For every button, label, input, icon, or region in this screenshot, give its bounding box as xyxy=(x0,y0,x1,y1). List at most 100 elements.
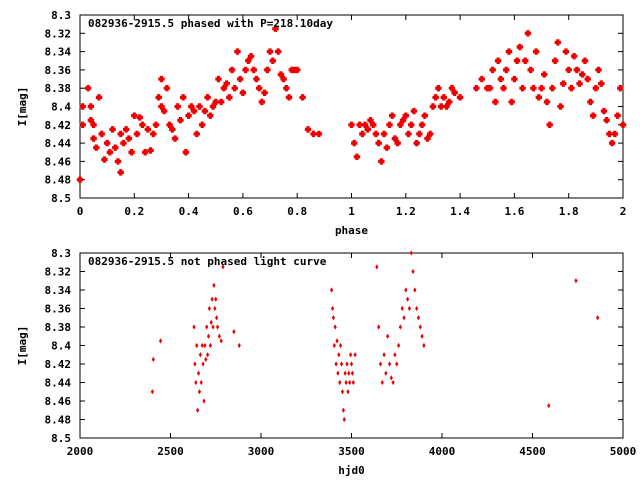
data-point xyxy=(84,85,92,92)
data-point xyxy=(359,130,366,138)
data-point xyxy=(592,85,600,92)
x-tick-label: 4500 xyxy=(519,445,546,458)
data-point xyxy=(90,121,97,128)
unphased-light-curve-plot: 2000 2500 3000 3500 4000 4500 5000 8.3 8.32 8.34 8… xyxy=(16,247,636,477)
data-point xyxy=(402,112,409,119)
data-point xyxy=(522,57,529,64)
data-point xyxy=(280,75,287,83)
data-point xyxy=(389,375,393,381)
data-point xyxy=(160,107,168,115)
data-point xyxy=(150,130,157,138)
data-point xyxy=(79,121,86,128)
data-point xyxy=(418,324,422,330)
plot-frame xyxy=(79,252,624,439)
data-point xyxy=(182,149,190,156)
data-point xyxy=(587,98,594,106)
data-point xyxy=(596,315,600,321)
data-point xyxy=(538,85,545,92)
data-point xyxy=(551,57,559,64)
data-point xyxy=(114,158,122,165)
data-point xyxy=(215,324,220,330)
data-point xyxy=(372,130,380,138)
data-point xyxy=(258,98,266,106)
data-point xyxy=(261,89,268,96)
data-point xyxy=(549,85,556,92)
data-point xyxy=(194,379,198,386)
data-point xyxy=(232,329,236,335)
y-tick-label: 8.5 xyxy=(51,432,71,445)
data-point xyxy=(213,305,217,312)
data-point xyxy=(158,75,165,83)
data-point xyxy=(413,287,417,293)
data-point xyxy=(473,85,480,92)
data-point xyxy=(384,370,388,376)
x-tick-label: 0 xyxy=(77,205,84,218)
y-tick-label: 8.32 xyxy=(45,27,72,40)
data-point xyxy=(128,149,135,156)
chart-title: 082936-2915.5 not phased light curve xyxy=(88,255,327,268)
data-point xyxy=(199,379,203,386)
data-point xyxy=(147,147,154,154)
y-tick-label: 8.34 xyxy=(45,46,72,59)
data-point xyxy=(619,121,627,128)
data-point xyxy=(492,98,499,106)
data-point xyxy=(380,130,388,138)
data-point xyxy=(351,379,355,386)
data-point xyxy=(410,107,418,115)
data-point xyxy=(405,130,412,138)
data-point xyxy=(339,342,343,349)
x-tick-label: 1.6 xyxy=(504,205,524,218)
y-tick-label: 8.44 xyxy=(45,377,72,390)
data-point xyxy=(264,66,271,74)
data-point xyxy=(396,342,401,349)
data-point xyxy=(416,130,423,138)
data-point xyxy=(543,98,551,106)
y-tick-label: 8.46 xyxy=(45,395,72,408)
data-point xyxy=(203,342,207,349)
data-point xyxy=(408,121,415,128)
data-point xyxy=(120,139,127,147)
data-point xyxy=(236,75,244,83)
data-point xyxy=(535,94,543,101)
x-tick-label: 1.8 xyxy=(559,205,579,218)
data-point xyxy=(343,370,347,376)
data-point xyxy=(333,324,337,330)
data-point xyxy=(375,264,379,270)
data-point xyxy=(364,126,371,133)
x-tick-label: 3000 xyxy=(248,445,275,458)
data-point xyxy=(568,85,575,92)
data-point xyxy=(603,117,610,124)
y-tick-label: 8.38 xyxy=(45,321,72,334)
data-point xyxy=(136,114,143,121)
data-point xyxy=(195,342,199,349)
data-point xyxy=(375,139,382,147)
data-point xyxy=(266,48,274,55)
data-point xyxy=(341,407,345,413)
data-point xyxy=(391,379,395,386)
data-point xyxy=(330,305,335,312)
data-point xyxy=(418,121,426,128)
data-point xyxy=(163,85,171,92)
data-point xyxy=(193,130,200,138)
data-point xyxy=(508,98,515,106)
data-point xyxy=(389,112,396,119)
data-point xyxy=(198,121,206,128)
data-point xyxy=(584,75,591,83)
data-point xyxy=(208,342,212,349)
data-point xyxy=(239,89,247,96)
data-point xyxy=(310,130,317,138)
data-point xyxy=(356,121,363,128)
y-tick-label: 8.3 xyxy=(51,247,71,260)
data-point xyxy=(202,398,206,404)
data-point xyxy=(338,379,342,386)
x-tick-label: 2 xyxy=(620,205,627,218)
data-point xyxy=(348,379,352,386)
data-point xyxy=(206,352,210,358)
data-point xyxy=(370,121,377,128)
data-point xyxy=(219,338,223,344)
data-point xyxy=(407,305,412,312)
data-point xyxy=(576,80,583,87)
data-point xyxy=(600,107,608,115)
data-point xyxy=(274,48,282,55)
